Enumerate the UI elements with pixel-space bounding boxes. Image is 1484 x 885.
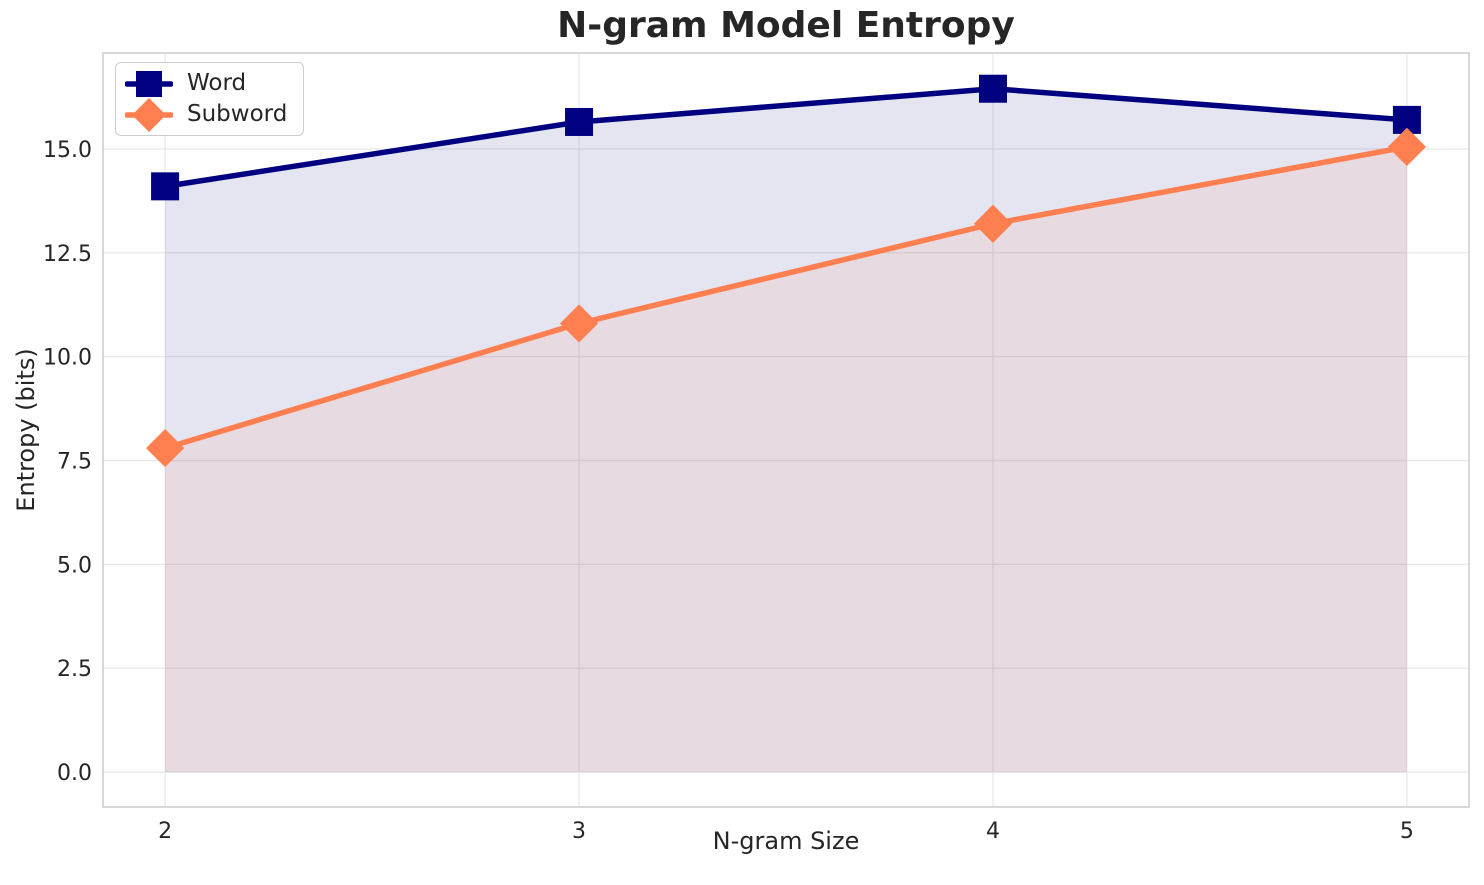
- y-tick-label: 0.0: [57, 761, 92, 786]
- y-tick-label: 15.0: [43, 138, 92, 163]
- legend-item-word: Word: [125, 68, 287, 99]
- word-data-point-marker: [151, 172, 180, 201]
- y-axis-label: Entropy (bits): [12, 348, 40, 512]
- legend-label-word: Word: [187, 70, 247, 96]
- x-tick-label: 2: [158, 819, 172, 844]
- word-data-point-marker: [565, 107, 594, 136]
- subword-series-line: [162, 144, 1410, 451]
- subword-data-point-marker: [1387, 127, 1427, 166]
- x-axis-label: N-gram Size: [712, 827, 860, 855]
- y-tick-label: 2.5: [57, 657, 92, 682]
- subword-data-point-marker: [145, 428, 185, 468]
- legend-item-subword: Subword: [125, 97, 288, 132]
- y-tick-label: 7.5: [57, 450, 92, 475]
- word-square-marker-icon: [125, 70, 173, 97]
- subword-diamond-marker-icon: [125, 97, 173, 132]
- y-tick-label: 12.5: [43, 242, 92, 267]
- y-tick-label: 5.0: [57, 553, 92, 578]
- axes-spines: [102, 52, 1470, 808]
- subword-area-fill: [165, 146, 1407, 773]
- legend-label-subword: Subword: [187, 101, 288, 127]
- subword-data-point-marker: [559, 304, 599, 343]
- x-tick-label: 5: [1400, 819, 1414, 844]
- x-tick-label: 3: [572, 819, 586, 844]
- legend: Word Subword: [115, 62, 305, 136]
- y-tick-label: 10.0: [43, 346, 92, 371]
- word-area-fill: [165, 88, 1407, 773]
- word-series-line: [162, 85, 1410, 190]
- x-tick-label: 4: [986, 819, 1000, 844]
- chart-title: N-gram Model Entropy: [557, 5, 1015, 46]
- word-data-point-marker: [978, 74, 1007, 103]
